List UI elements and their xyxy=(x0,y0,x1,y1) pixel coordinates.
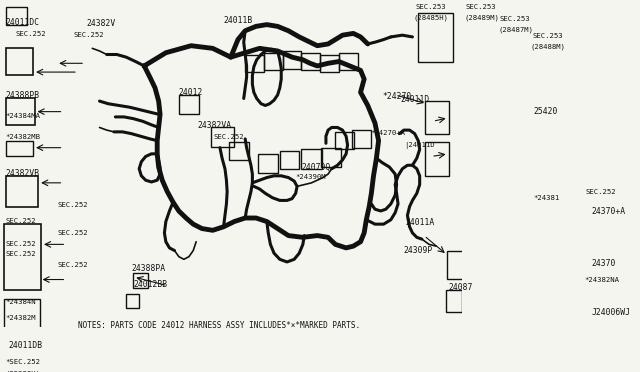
Bar xyxy=(6,48,33,75)
Bar xyxy=(540,193,584,248)
Text: SEC.252: SEC.252 xyxy=(58,230,88,236)
Text: SEC.252: SEC.252 xyxy=(6,251,36,257)
Text: 24309P: 24309P xyxy=(404,246,433,255)
Bar xyxy=(540,312,582,354)
Text: (28487M): (28487M) xyxy=(499,26,533,33)
Text: SEC.252: SEC.252 xyxy=(6,241,36,247)
Text: 25420: 25420 xyxy=(534,107,558,116)
Bar xyxy=(445,290,461,312)
Text: SEC.252: SEC.252 xyxy=(16,31,47,37)
Text: (25238U): (25238U) xyxy=(6,371,41,372)
Text: 24011A: 24011A xyxy=(405,218,435,227)
Text: SEC.253: SEC.253 xyxy=(532,33,563,39)
Text: SEC.253: SEC.253 xyxy=(466,4,497,10)
Text: J24006WJ: J24006WJ xyxy=(591,308,630,317)
Bar xyxy=(6,347,29,366)
Bar xyxy=(321,148,341,167)
Bar xyxy=(468,13,503,61)
Text: 24370+A: 24370+A xyxy=(591,206,625,215)
Text: SEC.252: SEC.252 xyxy=(586,189,616,195)
Bar xyxy=(540,259,582,303)
Text: *SEC.252: *SEC.252 xyxy=(6,359,41,365)
Text: *24390M: *24390M xyxy=(296,174,326,180)
Bar xyxy=(6,99,35,125)
Bar xyxy=(418,13,453,61)
Text: NOTES: PARTS CODE 24012 HARNESS ASSY INCLUDES*×*MARKED PARTS.: NOTES: PARTS CODE 24012 HARNESS ASSY INC… xyxy=(78,321,360,330)
Text: *24270: *24270 xyxy=(382,92,412,101)
Text: 24011D: 24011D xyxy=(401,95,430,104)
Text: 24382VA: 24382VA xyxy=(198,121,232,130)
Bar xyxy=(4,224,41,290)
Bar xyxy=(283,51,301,68)
Text: *24384MA: *24384MA xyxy=(6,112,41,119)
Text: 24012BB: 24012BB xyxy=(133,279,168,289)
Bar xyxy=(301,150,322,169)
Text: SEC.252: SEC.252 xyxy=(74,32,104,38)
Bar xyxy=(352,130,371,148)
Bar xyxy=(126,295,139,308)
Text: 24011DC: 24011DC xyxy=(6,17,40,26)
Text: 24087: 24087 xyxy=(449,283,473,292)
Text: *24382MB: *24382MB xyxy=(6,134,41,140)
Text: SEC.252: SEC.252 xyxy=(214,134,244,140)
Bar xyxy=(4,299,40,336)
Text: 24388PB: 24388PB xyxy=(6,90,40,100)
Bar xyxy=(245,55,264,72)
Bar xyxy=(179,95,199,114)
Text: *24270+A: *24270+A xyxy=(371,130,406,136)
Text: SEC.252: SEC.252 xyxy=(58,262,88,268)
Bar xyxy=(229,142,250,160)
Bar xyxy=(532,114,582,171)
Text: (28485H): (28485H) xyxy=(414,15,449,22)
Bar xyxy=(6,7,28,25)
Text: 24079Q: 24079Q xyxy=(301,163,331,171)
Text: 24382V: 24382V xyxy=(86,19,116,28)
Text: SEC.252: SEC.252 xyxy=(58,202,88,208)
Text: SEC.252: SEC.252 xyxy=(6,218,36,224)
Bar xyxy=(6,141,33,157)
Bar xyxy=(301,53,320,70)
Bar xyxy=(258,154,278,173)
Text: *24382M: *24382M xyxy=(6,315,36,321)
Text: *24381: *24381 xyxy=(534,195,560,201)
Bar xyxy=(133,273,148,288)
Text: SEC.253: SEC.253 xyxy=(415,4,446,10)
Text: 24382VB: 24382VB xyxy=(6,169,40,178)
Bar xyxy=(426,142,449,176)
Bar xyxy=(534,48,593,143)
Text: (28488M): (28488M) xyxy=(531,44,566,51)
Bar xyxy=(320,55,339,72)
Text: *24384N: *24384N xyxy=(6,299,36,305)
Text: 24012: 24012 xyxy=(179,88,204,97)
Text: 24370: 24370 xyxy=(591,259,616,268)
Text: (28489M): (28489M) xyxy=(465,15,499,22)
Bar xyxy=(211,128,234,147)
Bar xyxy=(426,101,449,135)
Bar xyxy=(501,26,536,75)
Text: 24011DB: 24011DB xyxy=(9,341,43,350)
Bar xyxy=(264,53,283,70)
Text: |24011D: |24011D xyxy=(404,142,435,150)
Bar xyxy=(447,250,467,279)
Bar xyxy=(280,151,298,169)
Bar xyxy=(339,53,358,70)
Bar xyxy=(6,176,38,206)
Text: 24388PA: 24388PA xyxy=(131,264,165,273)
Text: 24011B: 24011B xyxy=(223,16,253,25)
Text: *24382NA: *24382NA xyxy=(584,277,619,283)
Text: SEC.253: SEC.253 xyxy=(500,16,531,22)
Bar xyxy=(335,132,354,150)
